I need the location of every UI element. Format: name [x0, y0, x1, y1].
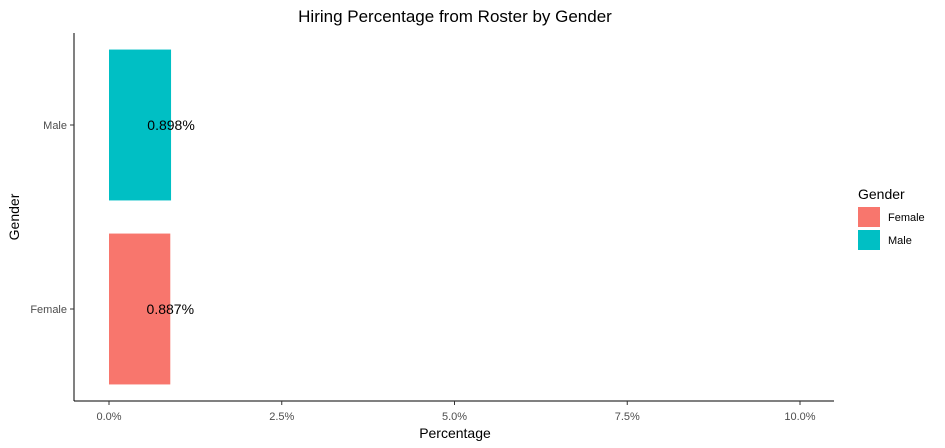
- x-tick-label-4: 10.0%: [784, 411, 815, 423]
- chart-title: Hiring Percentage from Roster by Gender: [298, 7, 612, 26]
- legend-swatch-female: [858, 207, 880, 227]
- y-ticks-layer: Female Male: [30, 120, 74, 316]
- legend-label-male: Male: [888, 235, 912, 247]
- x-ticks-layer: 0.0% 2.5% 5.0% 7.5% 10.0%: [96, 401, 816, 423]
- data-label-female: 0.887%: [147, 301, 194, 317]
- legend-swatch-male: [858, 230, 880, 250]
- legend-title: Gender: [858, 186, 905, 202]
- bar-female: [109, 233, 171, 385]
- bars-layer: [109, 49, 172, 385]
- x-tick-label-2: 5.0%: [442, 411, 467, 423]
- y-tick-label-male: Male: [43, 120, 67, 132]
- x-tick-label-1: 2.5%: [269, 411, 294, 423]
- bar-male: [109, 49, 172, 201]
- legend-label-female: Female: [888, 212, 925, 224]
- x-tick-label-0: 0.0%: [96, 411, 121, 423]
- legend: Gender Female Male: [858, 186, 925, 250]
- data-labels-layer: 0.887% 0.898%: [147, 117, 195, 317]
- y-tick-label-female: Female: [30, 304, 67, 316]
- data-label-male: 0.898%: [147, 117, 194, 133]
- x-tick-label-3: 7.5%: [615, 411, 640, 423]
- legend-entries: Female Male: [858, 207, 925, 250]
- y-axis-title: Gender: [6, 193, 22, 240]
- x-axis-title: Percentage: [419, 425, 491, 441]
